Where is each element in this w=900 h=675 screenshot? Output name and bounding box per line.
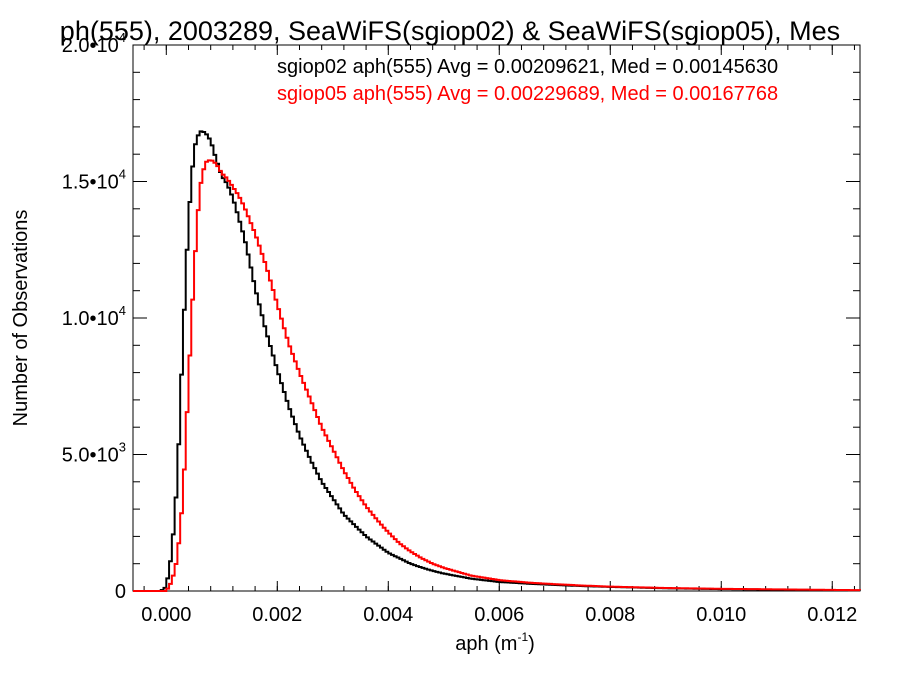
y-tick-label: 5.0•103 bbox=[62, 440, 126, 467]
y-tick-label: 0 bbox=[115, 581, 126, 603]
y-tick-label: 2.0•104 bbox=[62, 30, 126, 57]
x-tick-label: 0.000 bbox=[141, 604, 191, 626]
x-tick-label: 0.006 bbox=[474, 604, 524, 626]
y-tick-labels: 0 5.0•103 1.0•104 1.5•104 2.0•104 bbox=[62, 30, 126, 603]
plot-area bbox=[132, 44, 861, 592]
legend-entry-sgiop05: sgiop05 aph(555) Avg = 0.00229689, Med =… bbox=[277, 83, 778, 105]
x-axis-label-base: aph (m bbox=[455, 633, 517, 655]
series-line-sgiop05 bbox=[133, 159, 861, 592]
x-tick-label: 0.008 bbox=[585, 604, 635, 626]
x-axis-label: aph (m-1) bbox=[455, 630, 535, 655]
y-axis-label: Number of Observations bbox=[10, 210, 32, 427]
x-tick-label: 0.012 bbox=[807, 604, 857, 626]
plot-frame bbox=[132, 44, 861, 592]
axis-ticks bbox=[133, 44, 860, 592]
x-axis-label-sup: -1 bbox=[517, 630, 528, 644]
y-tick-label: 1.5•104 bbox=[62, 167, 126, 194]
x-tick-label: 0.002 bbox=[252, 604, 302, 626]
legend-entry-sgiop02: sgiop02 aph(555) Avg = 0.00209621, Med =… bbox=[277, 56, 778, 78]
x-tick-label: 0.004 bbox=[363, 604, 413, 626]
chart-title: ph(555), 2003289, SeaWiFS(sgiop02) & Sea… bbox=[60, 16, 840, 46]
y-tick-label: 1.0•104 bbox=[62, 303, 126, 330]
x-tick-labels: 0.000 0.002 0.004 0.006 0.008 0.010 0.012 bbox=[141, 604, 857, 626]
x-tick-label: 0.010 bbox=[696, 604, 746, 626]
series-layer bbox=[133, 130, 861, 592]
x-axis-label-end: ) bbox=[528, 633, 535, 655]
